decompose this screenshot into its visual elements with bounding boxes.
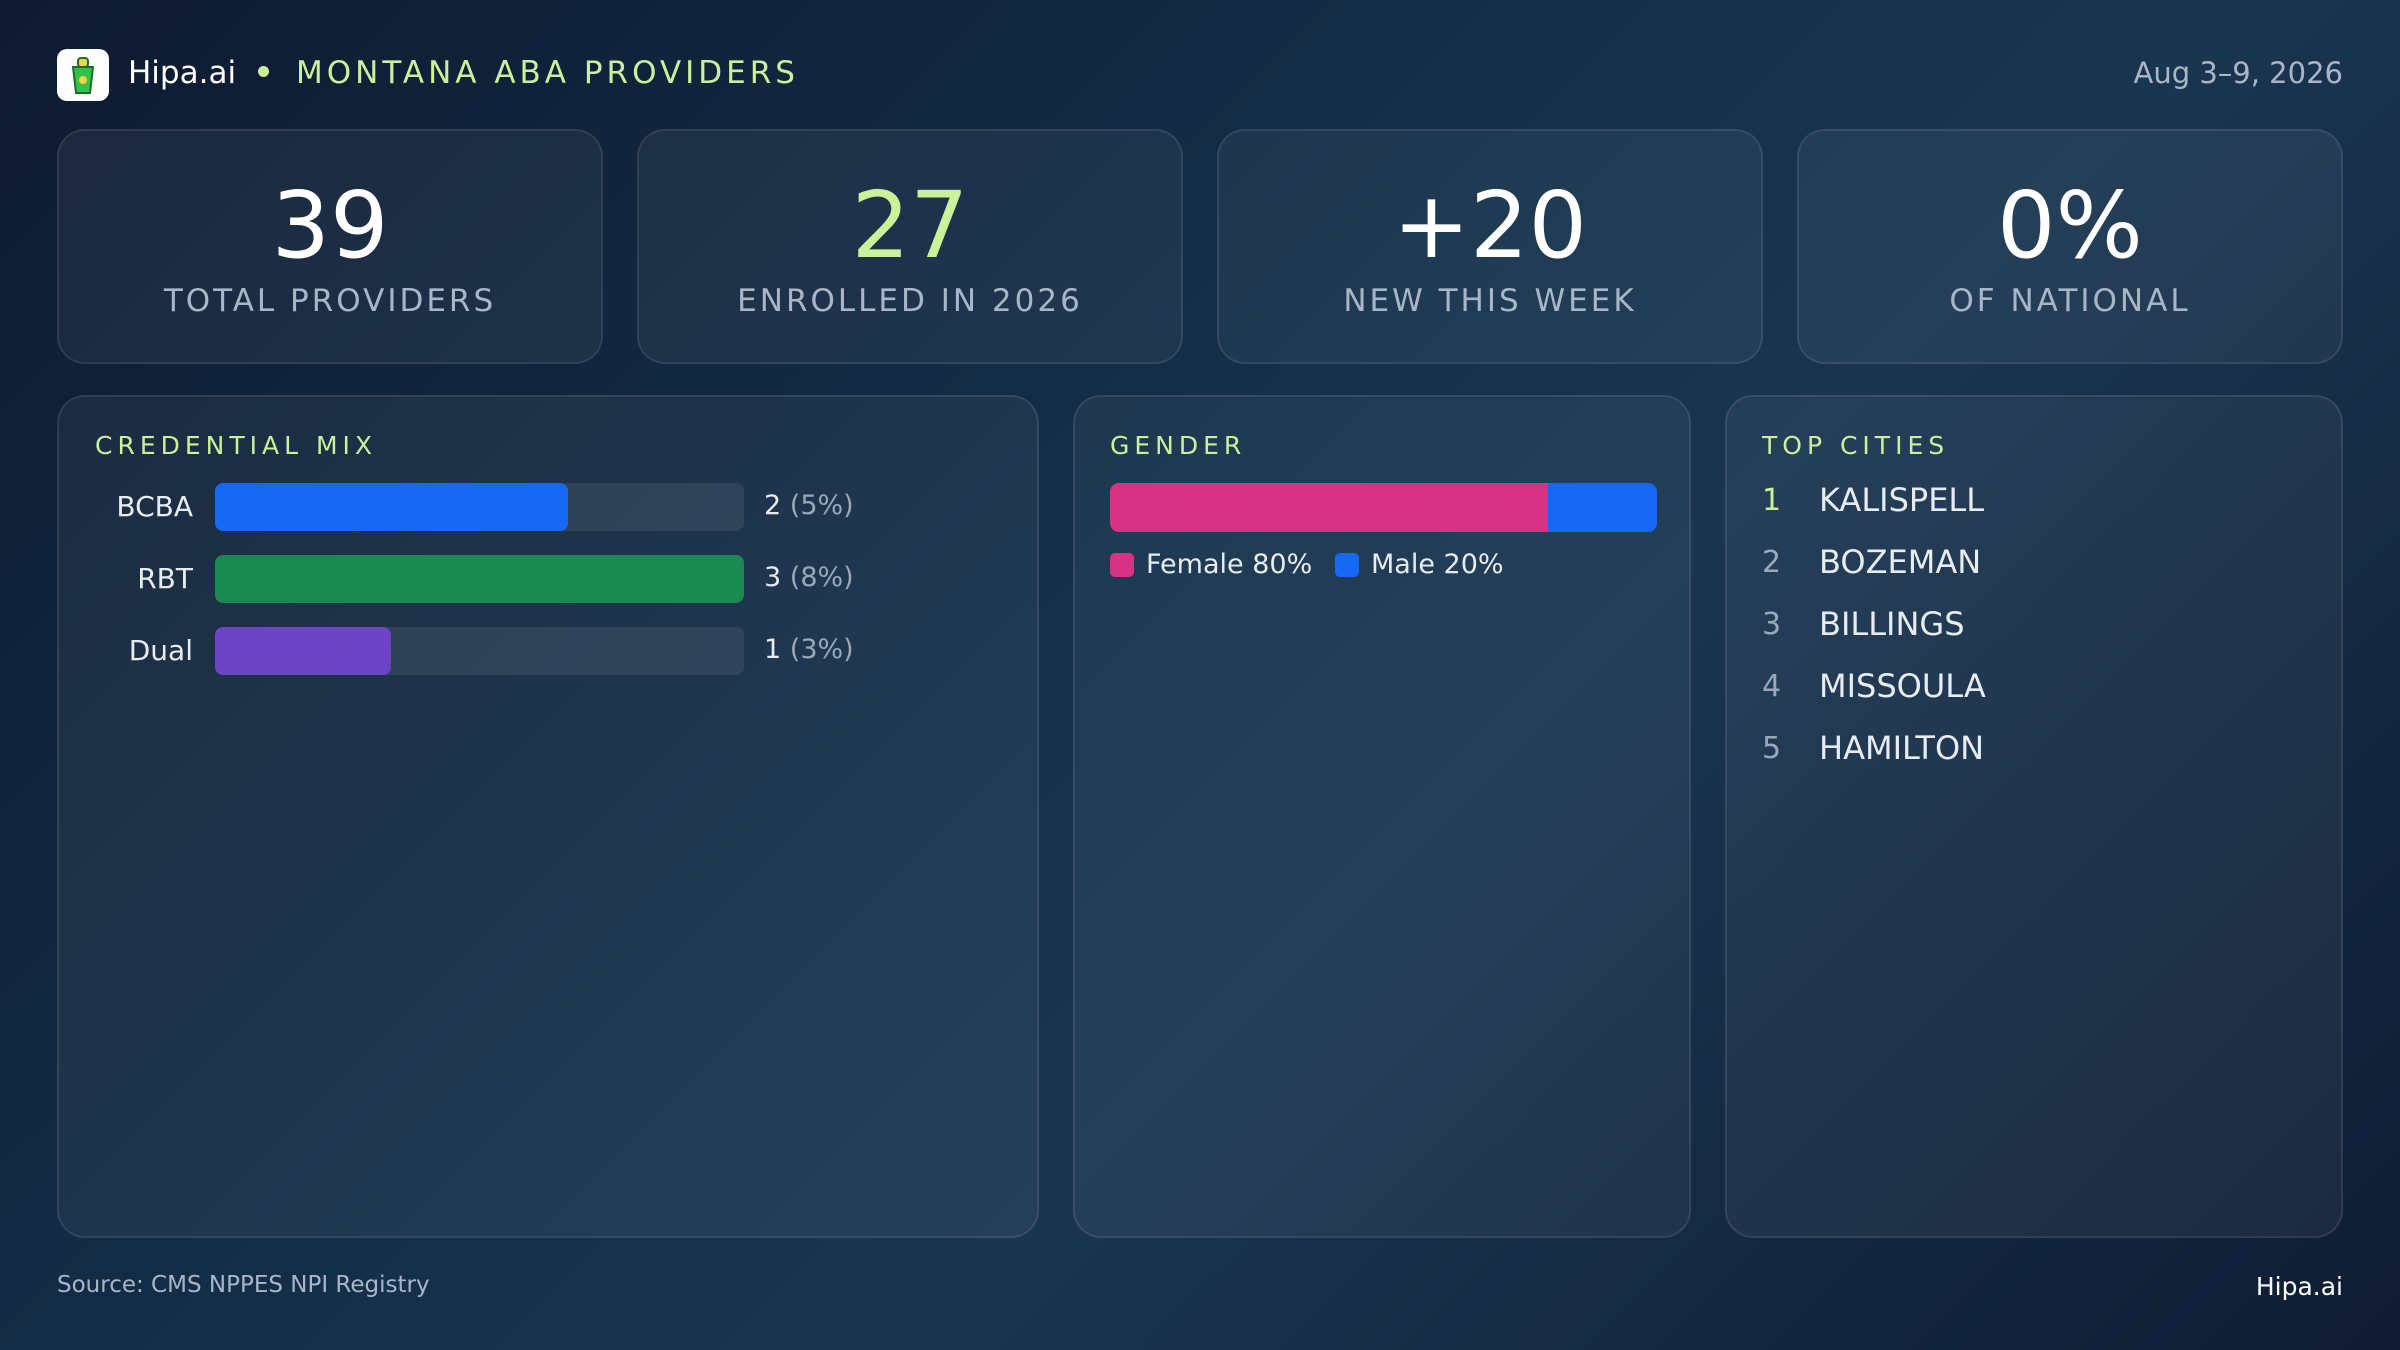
cities-panel: TOP CITIES 1 KALISPELL 2 BOZEMAN 3 BILLINGS 4 M… [1725, 395, 2343, 1238]
bar [215, 555, 744, 603]
panel-title: GENDER [1110, 431, 1247, 460]
gender-segment [1110, 483, 1548, 532]
footer-brand: Hipa.ai [2255, 1272, 2343, 1301]
credential-panel: CREDENTIAL MIX BCBA 2 (5%) RBT 3 (8%) Dual 1 … [57, 395, 1039, 1238]
separator-dot [258, 66, 269, 77]
source-note: Source: CMS NPPES NPI Registry [57, 1272, 430, 1298]
kpi-card: 0% OF NATIONAL [1797, 129, 2343, 364]
city-name: MISSOULA [1819, 667, 1986, 705]
gender-panel: GENDER Female 80% Male 20% [1073, 395, 1691, 1238]
share-label: (3%) [789, 634, 854, 665]
legend-swatch [1110, 552, 1134, 577]
logo [57, 49, 109, 101]
gender-segment [1547, 483, 1657, 532]
panel-title: TOP CITIES [1762, 431, 1950, 460]
kpi-label: NEW THIS WEEK [1343, 283, 1637, 319]
kpi-value: 0% [1997, 172, 2143, 279]
bar-track [215, 483, 744, 531]
kpi-label: ENROLLED IN 2026 [737, 283, 1083, 319]
city-name: HAMILTON [1819, 729, 1985, 767]
date-range: Aug 3–9, 2026 [2133, 56, 2344, 90]
dashboard-title: MONTANA ABA PROVIDERS [296, 55, 799, 91]
bar-track [215, 555, 744, 603]
bar [215, 483, 568, 531]
kpi-value: 27 [851, 172, 969, 279]
city-name: KALISPELL [1819, 481, 1985, 519]
bar-label: BCBA [116, 490, 193, 523]
city-name: BILLINGS [1819, 605, 1965, 643]
bar-value: 3 (8%) [764, 562, 854, 593]
brand: Hipa.ai [128, 55, 237, 91]
legend-label: Female 80% [1146, 549, 1313, 580]
kpi-value: 39 [271, 172, 389, 279]
bar-label: RBT [137, 562, 193, 595]
bar-label: Dual [128, 634, 193, 667]
value-number: 2 [764, 490, 782, 521]
bar-track [215, 627, 744, 675]
city-rank: 1 [1762, 483, 1782, 518]
bar [215, 627, 392, 675]
legend-entry: Male 20% [1335, 549, 1504, 580]
kpi-card: 39 TOTAL PROVIDERS [57, 129, 603, 364]
city-rank: 2 [1762, 545, 1782, 580]
legend-entry: Female 80% [1110, 549, 1312, 580]
city-rank: 5 [1762, 731, 1782, 766]
city-name: BOZEMAN [1819, 543, 1982, 581]
share-label: (8%) [789, 562, 854, 593]
bar-value: 1 (3%) [764, 634, 854, 665]
legend-swatch [1335, 552, 1359, 577]
bar-value: 2 (5%) [764, 490, 854, 521]
kpi-label: TOTAL PROVIDERS [163, 283, 497, 319]
value-number: 3 [764, 562, 782, 593]
kpi-card: +20 NEW THIS WEEK [1217, 129, 1763, 364]
gender-bar [1110, 483, 1657, 532]
share-label: (5%) [789, 490, 854, 521]
legend-label: Male 20% [1371, 549, 1504, 580]
city-rank: 4 [1762, 669, 1782, 704]
panel-title: CREDENTIAL MIX [95, 431, 378, 460]
kpi-label: OF NATIONAL [1949, 283, 2191, 319]
value-number: 1 [764, 634, 782, 665]
kpi-card: 27 ENROLLED IN 2026 [637, 129, 1183, 364]
kpi-value: +20 [1392, 172, 1588, 279]
city-rank: 3 [1762, 607, 1782, 642]
